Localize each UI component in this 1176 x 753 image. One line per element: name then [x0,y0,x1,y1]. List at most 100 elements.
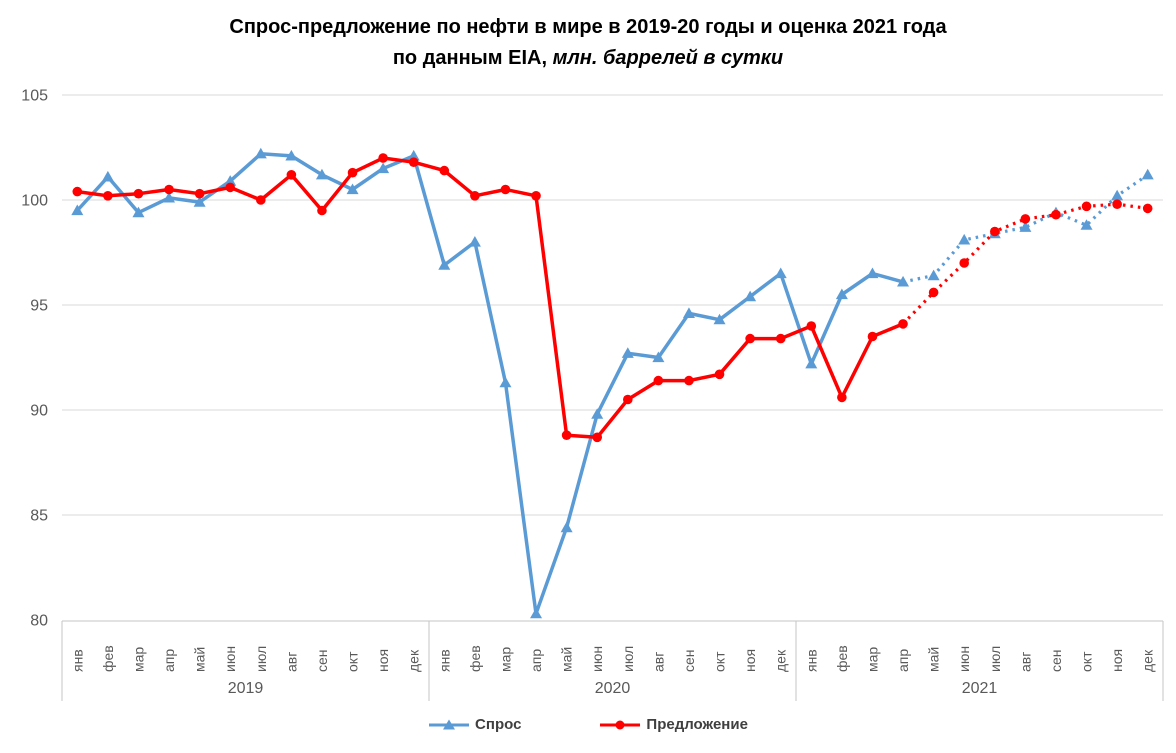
month-label: ноя [375,649,391,672]
supply-marker [500,184,511,195]
supply-marker [317,205,327,216]
month-label: фев [834,645,850,672]
demand-marker [591,408,604,419]
chart-title-line2: по данным EIA, млн. баррелей в сутки [0,43,1176,74]
demand-marker [560,521,573,533]
chart-title: Спрос-предложение по нефти в мире в 2019… [0,12,1176,74]
supply-marker [286,170,297,180]
month-label: янв [436,649,452,672]
month-label: дек [406,649,422,672]
month-label: фев [467,645,483,672]
demand-marker [224,175,237,186]
month-label: авг [283,652,299,672]
month-label: ноя [1109,649,1125,672]
demand-line-triangle-icon [429,719,470,729]
demand-marker [897,275,910,287]
month-label: июн [589,646,605,672]
month-label: окт [345,651,361,672]
supply-marker [1020,214,1031,224]
demand-line-solid [76,152,904,616]
month-label: дек [773,649,789,672]
supply-marker [408,157,419,167]
month-label: окт [1079,651,1095,672]
month-label: мар [864,647,880,672]
month-label: сен [1048,649,1064,672]
demand-marker [71,204,84,216]
y-tick-label: 85 [30,508,48,525]
supply-marker [775,333,786,344]
supply-marker [194,188,205,199]
demand-marker [682,307,695,318]
y-tick-label: 90 [30,403,48,420]
supply-marker [1051,209,1061,220]
demand-marker [927,269,940,281]
demand-marker [407,149,420,161]
supply-line-circle-icon [600,720,641,729]
month-label: май [926,647,942,672]
demand-marker [1019,221,1032,232]
supply-marker [714,369,725,380]
chart-subtitle-source: по данным EIA, [392,47,548,69]
y-tick-label: 95 [30,298,48,315]
supply-marker [959,258,970,268]
supply-marker [72,186,83,197]
chart-legend: Спрос Предложение [0,716,1176,733]
month-label: фев [100,645,116,672]
demand-marker [713,313,726,325]
supply-marker [439,165,450,176]
year-label: 2021 [962,680,998,697]
supply-marker [867,331,878,342]
supply-marker [745,333,755,344]
supply-marker [133,188,144,199]
demand-marker [1080,219,1093,230]
demand-marker [285,149,298,161]
supply-marker [561,430,572,441]
month-label: окт [712,651,728,672]
month-label: июн [956,646,972,672]
demand-marker [101,170,114,182]
month-label: апр [895,649,911,672]
supply-marker [470,191,480,201]
demand-marker [744,290,757,302]
supply-marker [531,191,541,201]
supply-marker [622,394,633,405]
demand-line-dotted [902,173,1149,284]
demand-marker [805,357,818,369]
demand-marker [835,288,848,300]
demand-marker [866,267,879,279]
month-label: сен [681,649,697,672]
month-label: июл [987,646,1003,672]
supply-marker [1081,201,1092,212]
demand-marker [1141,168,1154,180]
month-label: май [192,647,208,672]
supply-marker [255,195,266,205]
demand-marker [499,376,512,388]
demand-marker [163,191,176,203]
supply-marker [1142,203,1153,214]
month-label: май [559,647,575,672]
demand-marker [468,236,481,247]
demand-marker [958,233,971,245]
demand-marker [377,162,390,174]
demand-marker [530,607,543,619]
month-label: дек [1140,649,1156,672]
supply-marker [347,167,358,178]
month-label: мар [497,647,513,672]
year-label: 2020 [595,680,631,697]
month-label: июл [253,646,269,672]
supply-line-solid [77,156,904,440]
supply-marker [898,319,908,329]
demand-marker [621,347,634,358]
chart-title-line1: Спрос-предложение по нефти в мире в 2019… [229,16,947,38]
supply-marker [989,226,1000,237]
supply-marker [837,392,847,403]
month-label: авг [650,652,666,672]
month-label: апр [161,649,177,672]
month-label: сен [314,649,330,672]
supply-marker [592,432,603,443]
supply-marker [103,191,113,201]
supply-marker [653,375,664,386]
legend-label-supply: Предложение [646,716,748,733]
